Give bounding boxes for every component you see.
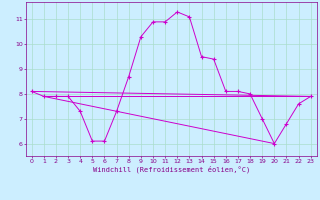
X-axis label: Windchill (Refroidissement éolien,°C): Windchill (Refroidissement éolien,°C) bbox=[92, 165, 250, 173]
